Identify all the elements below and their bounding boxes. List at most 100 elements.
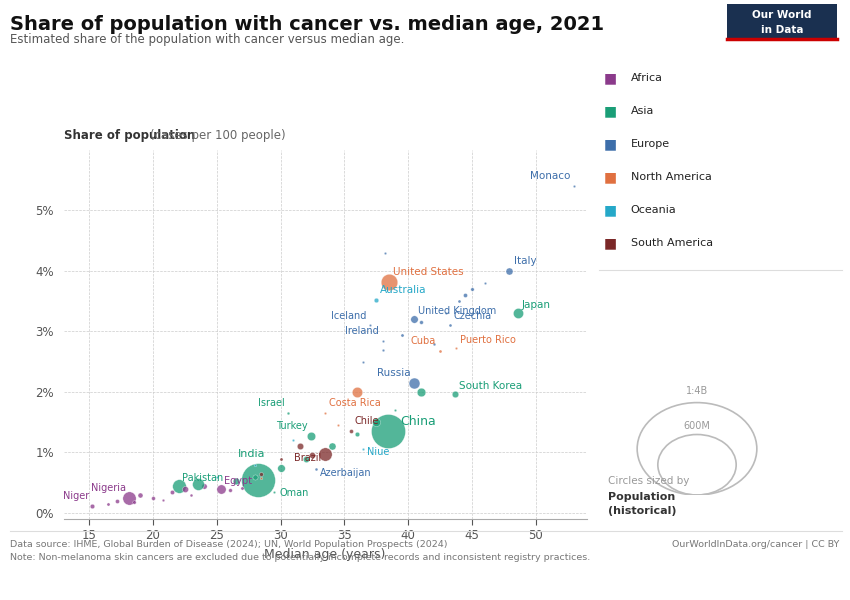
X-axis label: Median age (years): Median age (years): [264, 548, 386, 561]
Point: [433, 346, 447, 356]
Text: (historical): (historical): [608, 506, 677, 516]
Point: [304, 431, 318, 441]
Text: Israel: Israel: [258, 398, 284, 408]
Point: [235, 483, 249, 493]
Point: [299, 454, 313, 463]
Text: Oceania: Oceania: [631, 205, 677, 215]
Point: [450, 344, 463, 353]
Point: [156, 495, 170, 505]
Text: South America: South America: [631, 238, 713, 248]
Text: Egypt: Egypt: [224, 476, 252, 486]
Point: [443, 320, 456, 330]
Point: [343, 427, 357, 436]
Point: [394, 330, 408, 340]
Text: Japan: Japan: [521, 301, 551, 310]
Text: Iceland: Iceland: [331, 311, 366, 320]
Text: ■: ■: [604, 236, 616, 250]
Point: [478, 278, 491, 288]
Point: [376, 336, 389, 346]
Text: Australia: Australia: [380, 285, 427, 295]
Text: North America: North America: [631, 172, 711, 182]
Point: [292, 442, 306, 451]
Text: Cuba: Cuba: [411, 336, 436, 346]
Point: [459, 290, 473, 300]
Point: [255, 469, 269, 478]
Point: [229, 476, 243, 486]
Point: [306, 451, 320, 460]
Point: [388, 406, 402, 415]
Text: Brazil: Brazil: [294, 453, 321, 463]
Text: Note: Non-melanoma skin cancers are excluded due to potentially incomplete recor: Note: Non-melanoma skin cancers are excl…: [10, 553, 591, 562]
Text: 600M: 600M: [683, 421, 711, 431]
Point: [286, 436, 300, 445]
Text: Niger: Niger: [63, 491, 89, 501]
Point: [350, 430, 364, 439]
Point: [356, 445, 370, 454]
Point: [197, 481, 211, 491]
Point: [350, 387, 364, 397]
Text: Our World: Our World: [752, 10, 812, 20]
Point: [427, 339, 440, 349]
Text: Share of population with cancer vs. median age, 2021: Share of population with cancer vs. medi…: [10, 15, 604, 34]
Text: South Korea: South Korea: [459, 381, 522, 391]
Text: Data source: IHME, Global Burden of Disease (2024); UN, World Population Prospec: Data source: IHME, Global Burden of Dise…: [10, 540, 448, 549]
Text: United States: United States: [393, 267, 463, 277]
Text: Costa Rica: Costa Rica: [329, 398, 381, 408]
Text: ■: ■: [604, 71, 616, 85]
Point: [511, 308, 524, 318]
Point: [223, 485, 236, 495]
Point: [184, 490, 198, 500]
Point: [251, 475, 264, 484]
Text: Azerbaijan: Azerbaijan: [320, 469, 371, 478]
Text: in Data: in Data: [761, 25, 803, 35]
Text: Asia: Asia: [631, 106, 655, 116]
Point: [414, 317, 428, 327]
Text: Chile: Chile: [354, 416, 379, 427]
Point: [407, 378, 421, 388]
Text: Oman: Oman: [279, 488, 309, 498]
Point: [331, 421, 345, 430]
Point: [122, 493, 136, 503]
Text: Italy: Italy: [513, 256, 536, 266]
Text: India: India: [237, 449, 265, 458]
Text: Turkey: Turkey: [275, 421, 308, 431]
Point: [190, 479, 204, 489]
Point: [452, 296, 466, 306]
Point: [378, 248, 392, 257]
Point: [133, 490, 147, 500]
Point: [309, 464, 323, 474]
Text: Niue: Niue: [367, 446, 389, 457]
Text: Share of population: Share of population: [64, 129, 195, 142]
Text: ■: ■: [604, 203, 616, 217]
Point: [369, 295, 382, 305]
Text: Ireland: Ireland: [345, 326, 378, 336]
Text: Estimated share of the population with cancer versus median age.: Estimated share of the population with c…: [10, 33, 405, 46]
Point: [325, 442, 338, 451]
Point: [165, 487, 178, 497]
Point: [369, 418, 382, 427]
Point: [255, 473, 269, 482]
Text: ■: ■: [604, 170, 616, 184]
Point: [274, 454, 287, 463]
Point: [178, 484, 191, 494]
Text: ■: ■: [604, 104, 616, 118]
Point: [376, 345, 389, 355]
Text: Russia: Russia: [377, 368, 411, 378]
Point: [127, 497, 140, 507]
Text: 1:4B: 1:4B: [686, 386, 708, 396]
Point: [102, 499, 116, 509]
Point: [381, 427, 394, 436]
Point: [356, 357, 370, 367]
Text: (cases per 100 people): (cases per 100 people): [150, 129, 286, 142]
Point: [382, 277, 395, 287]
Point: [567, 181, 581, 191]
Text: Pakistan: Pakistan: [182, 473, 224, 483]
Point: [281, 409, 295, 418]
Text: Africa: Africa: [631, 73, 663, 83]
Point: [85, 501, 99, 511]
Point: [172, 481, 185, 491]
Text: Monaco: Monaco: [530, 172, 570, 181]
Point: [248, 460, 262, 469]
Text: Circles sized by: Circles sized by: [608, 476, 689, 486]
Point: [465, 284, 479, 294]
